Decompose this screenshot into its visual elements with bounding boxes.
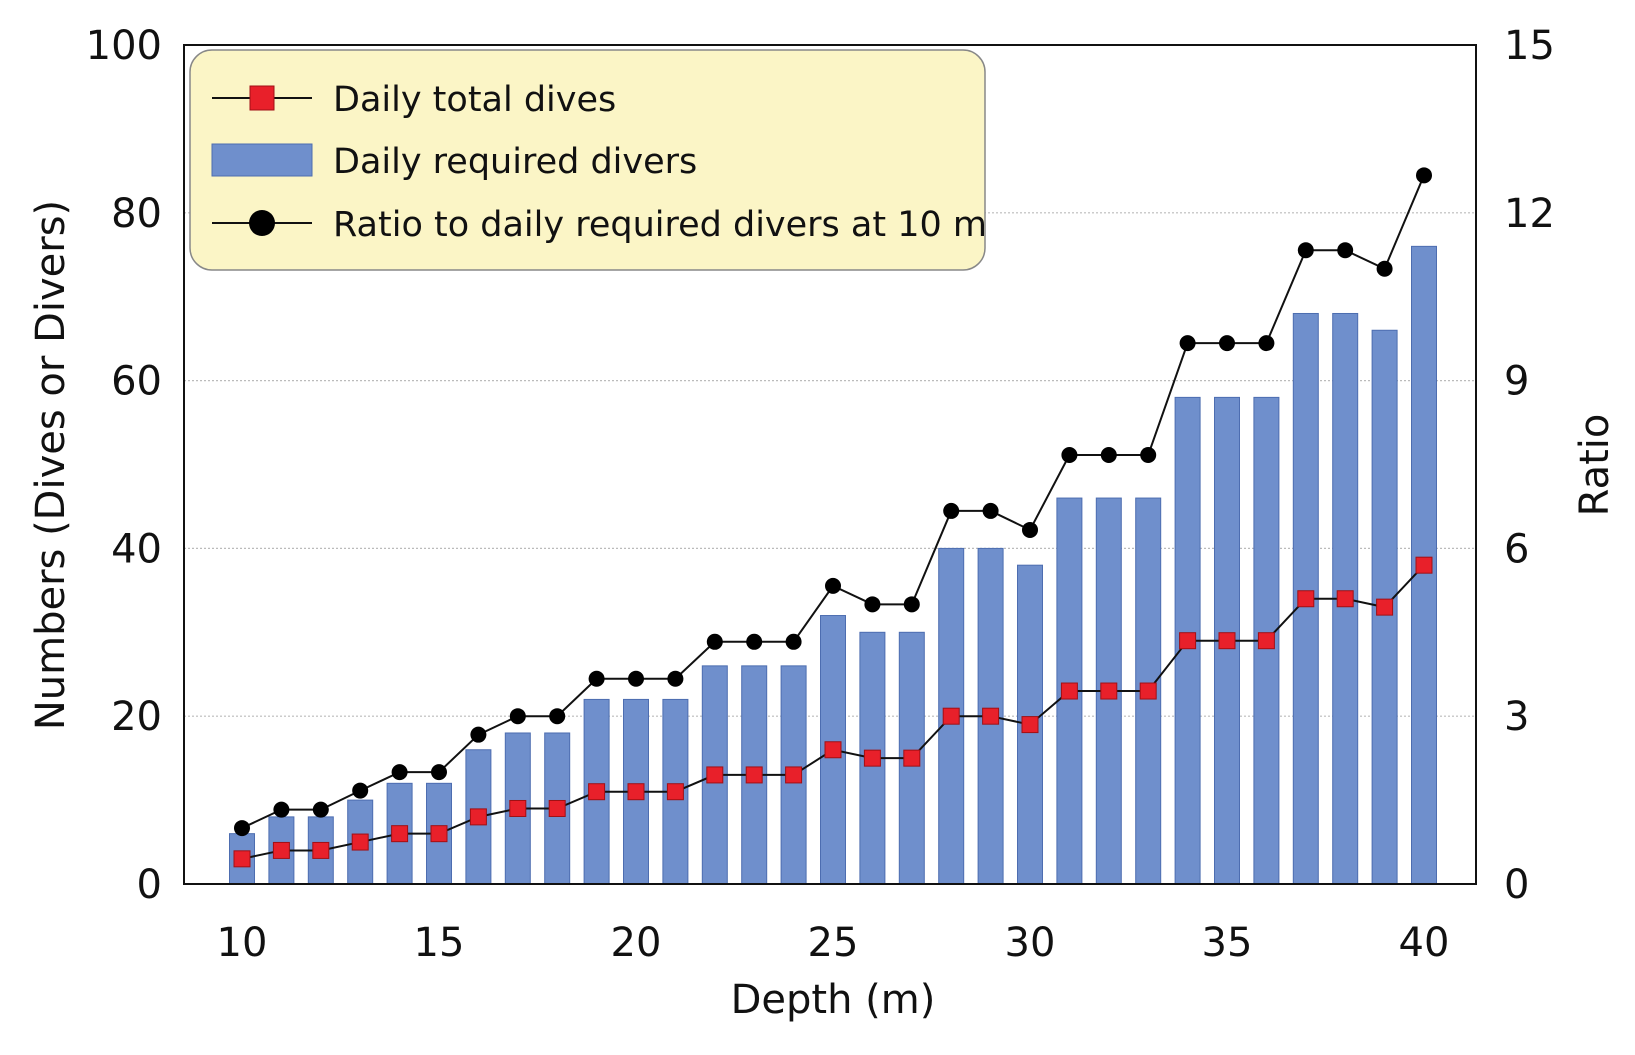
point-ratio bbox=[628, 670, 644, 687]
point-daily-total-dives bbox=[824, 741, 842, 759]
point-ratio bbox=[982, 502, 999, 519]
point-ratio bbox=[549, 708, 566, 725]
point-daily-total-dives bbox=[469, 808, 487, 826]
point-daily-total-dives bbox=[863, 749, 881, 767]
point-daily-total-dives bbox=[1297, 590, 1315, 608]
point-daily-total-dives bbox=[942, 707, 960, 725]
point-ratio bbox=[431, 764, 447, 781]
point-daily-total-dives bbox=[903, 749, 921, 767]
point-daily-total-dives bbox=[1179, 632, 1197, 650]
legend-ratio-marker bbox=[249, 210, 275, 236]
point-ratio bbox=[1219, 335, 1235, 352]
y2-tick-label: 9 bbox=[1504, 359, 1529, 405]
point-ratio bbox=[1376, 260, 1393, 277]
legend-divers-label: Daily required divers bbox=[333, 142, 697, 182]
y-tick-label: 80 bbox=[111, 191, 162, 237]
point-daily-total-dives bbox=[548, 799, 566, 817]
point-ratio bbox=[509, 708, 526, 725]
point-daily-total-dives bbox=[1415, 556, 1433, 574]
point-daily-total-dives bbox=[1218, 632, 1236, 650]
y-tick-label: 20 bbox=[111, 694, 162, 740]
point-daily-total-dives bbox=[706, 766, 724, 784]
legend-ratio-label: Ratio to daily required divers at 10 m bbox=[333, 205, 987, 245]
x-tick-label: 35 bbox=[1202, 920, 1253, 966]
point-ratio bbox=[391, 764, 408, 781]
y2-tick-label: 3 bbox=[1504, 694, 1529, 740]
point-daily-total-dives bbox=[588, 783, 606, 801]
point-daily-total-dives bbox=[312, 841, 330, 859]
x-tick-label: 10 bbox=[217, 920, 268, 966]
point-daily-total-dives bbox=[666, 783, 684, 801]
point-ratio bbox=[1179, 335, 1196, 352]
legend-box bbox=[189, 49, 986, 271]
point-daily-total-dives bbox=[351, 833, 369, 851]
point-daily-total-dives bbox=[982, 707, 1000, 725]
point-daily-total-dives bbox=[430, 825, 448, 843]
point-ratio bbox=[706, 633, 723, 650]
point-daily-total-dives bbox=[272, 841, 290, 859]
point-ratio bbox=[1258, 335, 1275, 352]
legend: Daily total dives Daily required divers … bbox=[189, 49, 987, 271]
point-daily-total-dives bbox=[391, 825, 409, 843]
point-ratio bbox=[746, 633, 763, 650]
point-daily-total-dives bbox=[1257, 632, 1275, 650]
point-ratio bbox=[1297, 242, 1314, 259]
point-ratio bbox=[864, 596, 881, 613]
bars bbox=[229, 245, 1437, 885]
point-ratio bbox=[312, 801, 329, 818]
point-ratio bbox=[588, 670, 605, 687]
y-tick-label: 60 bbox=[111, 359, 162, 405]
point-ratio bbox=[470, 726, 487, 743]
plot-frame bbox=[183, 44, 1477, 885]
point-daily-total-dives bbox=[1336, 590, 1354, 608]
point-ratio bbox=[1061, 446, 1078, 463]
x-tick-label: 15 bbox=[414, 920, 465, 966]
point-daily-total-dives bbox=[1139, 682, 1157, 700]
point-ratio bbox=[903, 596, 920, 613]
point-daily-total-dives bbox=[1021, 716, 1039, 734]
point-ratio bbox=[667, 670, 684, 687]
point-daily-total-dives bbox=[233, 850, 251, 868]
point-ratio bbox=[234, 820, 250, 837]
point-ratio bbox=[1100, 446, 1117, 463]
y2-tick-label: 0 bbox=[1504, 862, 1529, 908]
y-axis-label: Numbers (Dives or Divers) bbox=[28, 200, 74, 730]
point-ratio bbox=[1416, 167, 1432, 184]
y2-axis-label: Ratio bbox=[1572, 414, 1618, 517]
y-tick-label: 100 bbox=[86, 23, 162, 69]
point-daily-total-dives bbox=[1100, 682, 1118, 700]
point-ratio bbox=[825, 577, 841, 594]
point-ratio bbox=[1022, 521, 1038, 538]
point-daily-total-dives bbox=[1060, 682, 1078, 700]
point-daily-total-dives bbox=[745, 766, 763, 784]
point-ratio bbox=[352, 782, 369, 799]
point-daily-total-dives bbox=[509, 799, 527, 817]
point-ratio bbox=[1337, 242, 1354, 259]
x-tick-label: 30 bbox=[1005, 920, 1056, 966]
lines bbox=[233, 167, 1433, 868]
x-tick-label: 40 bbox=[1399, 920, 1450, 966]
point-ratio bbox=[785, 633, 802, 650]
y2-tick-label: 12 bbox=[1504, 191, 1555, 237]
point-daily-total-dives bbox=[1376, 598, 1394, 616]
legend-dives-label: Daily total dives bbox=[333, 80, 616, 120]
point-daily-total-dives bbox=[627, 783, 645, 801]
x-tick-label: 20 bbox=[611, 920, 662, 966]
tick-labels: 0 20 40 60 80 100 0 3 6 9 12 15 10 15 20 25 30 35 40 bbox=[86, 23, 1555, 966]
point-ratio bbox=[1140, 446, 1157, 463]
legend-dives-marker bbox=[249, 85, 275, 111]
y-tick-label: 40 bbox=[111, 526, 162, 572]
point-daily-total-dives bbox=[785, 766, 803, 784]
y-tick-label: 0 bbox=[137, 862, 162, 908]
point-ratio bbox=[943, 502, 960, 519]
y2-tick-label: 15 bbox=[1504, 23, 1555, 69]
x-tick-label: 25 bbox=[808, 920, 859, 966]
legend-divers-swatch bbox=[211, 143, 313, 177]
point-ratio bbox=[273, 801, 290, 818]
y2-tick-label: 6 bbox=[1504, 526, 1529, 572]
x-axis-label: Depth (m) bbox=[731, 977, 936, 1023]
